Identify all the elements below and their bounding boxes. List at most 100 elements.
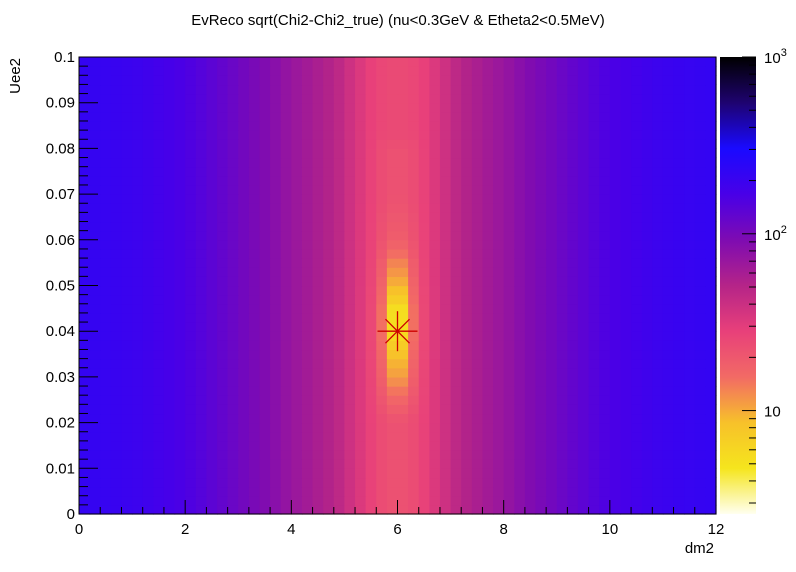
heatmap-cell	[121, 395, 133, 405]
heatmap-cell	[355, 66, 367, 76]
heatmap-cell	[493, 294, 505, 305]
heatmap-cell	[524, 504, 537, 515]
heatmap-cell	[705, 130, 717, 140]
heatmap-cell	[673, 84, 685, 95]
heatmap-cell	[333, 367, 346, 378]
heatmap-cell	[121, 102, 133, 113]
heatmap-cell	[546, 495, 558, 506]
heatmap-cell	[291, 477, 303, 488]
heatmap-cell	[280, 84, 292, 95]
heatmap-cell	[408, 66, 420, 76]
heatmap-cell	[503, 312, 515, 323]
heatmap-cell	[599, 294, 611, 305]
heatmap-cell	[89, 111, 101, 122]
heatmap-cell	[206, 358, 218, 369]
heatmap-cell	[217, 248, 229, 259]
heatmap-cell	[546, 248, 558, 259]
heatmap-cell	[609, 93, 622, 104]
heatmap-cell	[217, 102, 229, 113]
heatmap-cell	[641, 239, 653, 250]
heatmap-cell	[535, 276, 547, 287]
heatmap-cell	[524, 75, 537, 86]
heatmap-cell	[694, 322, 706, 332]
heatmap-cell	[641, 175, 653, 186]
heatmap-cell	[397, 157, 409, 168]
heatmap-cell	[694, 212, 706, 223]
heatmap-cell	[546, 175, 558, 186]
heatmap-cell	[110, 267, 123, 277]
heatmap-cell	[153, 276, 165, 287]
heatmap-cell	[662, 395, 675, 405]
heatmap-cell	[312, 349, 324, 360]
heatmap-cell	[493, 459, 505, 469]
heatmap-cell	[386, 312, 399, 323]
heatmap-cell	[514, 340, 526, 351]
heatmap-cell	[174, 477, 186, 488]
heatmap-cell	[620, 248, 632, 259]
heatmap-cell	[631, 431, 643, 442]
heatmap-cell	[110, 239, 123, 250]
heatmap-cell	[620, 386, 632, 396]
heatmap-cell	[471, 340, 484, 351]
heatmap-cell	[631, 386, 643, 396]
heatmap-cell	[567, 468, 579, 479]
heatmap-cell	[79, 139, 91, 149]
heatmap-cell	[408, 386, 420, 396]
heatmap-cell	[609, 267, 622, 277]
heatmap-cell	[609, 276, 622, 287]
heatmap-cell	[355, 459, 367, 469]
heatmap-cell	[206, 404, 218, 415]
heatmap-cell	[185, 175, 197, 186]
heatmap-cell	[185, 267, 197, 277]
heatmap-cell	[429, 358, 441, 369]
heatmap-cell	[153, 221, 165, 232]
heatmap-cell	[599, 303, 611, 314]
heatmap-cell	[344, 267, 356, 277]
heatmap-cell	[588, 267, 600, 277]
heatmap-cell	[323, 440, 335, 451]
heatmap-cell	[461, 276, 473, 287]
heatmap-cell	[163, 349, 176, 360]
heatmap-cell	[386, 450, 399, 460]
heatmap-cell	[577, 157, 590, 168]
heatmap-cell	[185, 203, 197, 213]
heatmap-cell	[174, 386, 186, 396]
heatmap-cell	[355, 395, 367, 405]
heatmap-cell	[153, 93, 165, 104]
heatmap-cell	[206, 157, 218, 168]
heatmap-cell	[418, 450, 430, 460]
heatmap-cell	[471, 459, 484, 469]
heatmap-cell	[132, 230, 144, 241]
colorbar-tick-label: 10	[764, 404, 781, 421]
heatmap-cell	[461, 120, 473, 131]
heatmap-cell	[89, 349, 101, 360]
heatmap-cell	[535, 221, 547, 232]
heatmap-cell	[132, 130, 144, 140]
heatmap-cell	[355, 57, 367, 67]
heatmap-cell	[631, 285, 643, 296]
heatmap-cell	[556, 102, 568, 113]
heatmap-cell	[556, 267, 568, 277]
heatmap-cell	[79, 468, 91, 479]
heatmap-cell	[450, 331, 462, 341]
heatmap-cell	[588, 504, 600, 515]
heatmap-cell	[110, 413, 123, 424]
heatmap-cell	[376, 340, 388, 351]
heatmap-cell	[280, 194, 292, 204]
heatmap-cell	[588, 248, 600, 259]
heatmap-cell	[429, 248, 441, 259]
heatmap-cell	[142, 221, 154, 232]
heatmap-cell	[185, 66, 197, 76]
heatmap-cell	[248, 431, 261, 442]
heatmap-cell	[641, 312, 653, 323]
heatmap-cell	[259, 376, 271, 387]
heatmap-cell	[429, 440, 441, 451]
heatmap-cell	[408, 413, 420, 424]
heatmap-cell	[163, 340, 176, 351]
heatmap-cell	[217, 93, 229, 104]
heatmap-cell	[673, 431, 685, 442]
heatmap-cell	[408, 84, 420, 95]
heatmap-cell	[461, 422, 473, 433]
heatmap-cell	[599, 184, 611, 195]
heatmap-cell	[206, 111, 218, 122]
